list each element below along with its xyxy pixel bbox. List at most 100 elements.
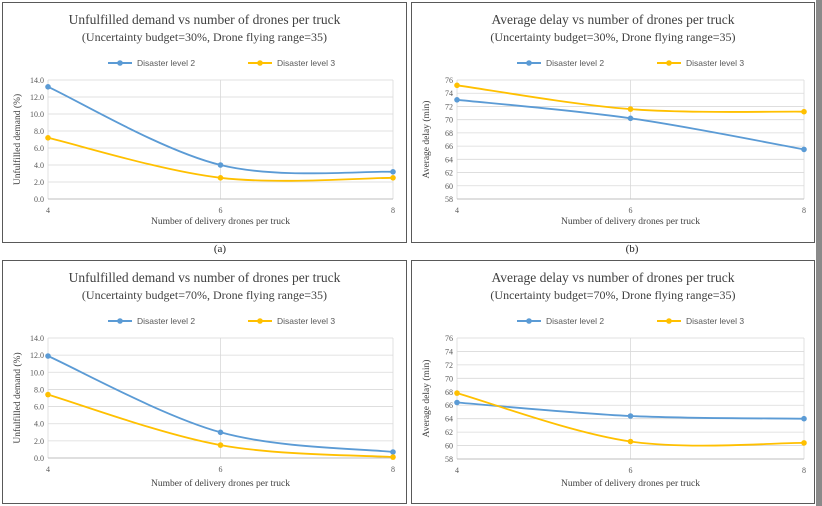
legend-label: Disaster level 3 [277,58,335,68]
x-tick-label: 8 [391,206,395,215]
data-point [217,442,224,448]
chart-subtitle: (Uncertainty budget=70%, Drone flying ra… [81,288,328,302]
x-tick-label: 6 [219,206,223,215]
y-tick-label: 68 [445,388,453,397]
chart-panel-d: Average delay vs number of drones per tr… [411,260,815,504]
data-point [217,175,224,181]
data-point [801,440,807,446]
y-tick-label: 0.0 [34,195,44,204]
y-tick-label: 74 [445,89,453,98]
y-tick-label: 58 [445,455,453,464]
y-tick-label: 62 [445,169,453,178]
y-tick-label: 74 [445,347,453,356]
chart-title: Unfulfilled demand vs number of drones p… [68,270,341,285]
x-tick-label: 6 [629,466,633,475]
legend-label: Disaster level 3 [686,316,744,326]
chart-svg: 0.0 2.0 4.0 6.0 8.0 10.0 12.0 14.0 4 6 8 Number of … [12,58,396,227]
chart-panel-c: Unfulfilled demand vs number of drones p… [2,260,407,504]
legend-label: Disaster level 2 [546,58,604,68]
chart-panel-a: Unfulfilled demand vs number of drones p… [2,2,407,243]
x-axis-title: Number of delivery drones per truck [561,216,700,227]
legend-label: Disaster level 3 [277,316,335,326]
data-point [45,135,51,141]
y-tick-label: 12.0 [30,93,44,102]
x-axis-title: Number of delivery drones per truck [151,216,290,227]
y-tick-label: 60 [445,182,453,191]
x-tick-label: 8 [391,465,395,474]
data-point [217,429,224,436]
legend-swatch-marker [666,318,672,324]
chart-subtitle: (Uncertainty budget=70%, Drone flying ra… [490,288,736,302]
chart-subtitle: (Uncertainty budget=30%, Drone flying ra… [81,30,328,44]
panel-label-a: (a) [213,243,227,255]
data-point [390,454,396,460]
legend-label: Disaster level 2 [546,316,604,326]
data-point [217,162,224,168]
y-tick-label: 12.0 [30,351,44,360]
page-edge [816,0,822,506]
data-point [454,82,460,89]
x-axis-title: Number of delivery drones per truck [561,478,700,489]
y-tick-label: 4.0 [34,161,44,170]
legend-label: Disaster level 2 [137,58,195,68]
y-axis-title: Average delay (min) [421,101,432,179]
legend-swatch-marker [257,60,263,66]
chart-title: Average delay vs number of drones per tr… [491,270,735,285]
data-point [390,449,396,455]
y-tick-label: 70 [445,116,453,125]
y-tick-label: 6.0 [34,403,44,412]
data-point [801,108,807,115]
y-tick-label: 8.0 [34,127,44,136]
y-tick-label: 66 [445,401,453,410]
data-point [454,399,460,406]
x-tick-label: 6 [629,206,633,215]
legend-label: Disaster level 2 [137,316,195,326]
x-tick-label: 8 [802,466,806,475]
x-tick-label: 4 [455,466,459,475]
y-tick-label: 76 [445,76,453,85]
y-tick-label: 14.0 [30,76,44,85]
y-tick-label: 70 [445,374,453,383]
x-tick-label: 4 [46,465,50,474]
panel-label-b: (b) [625,243,639,255]
chart-title: Unfulfilled demand vs number of drones p… [68,12,341,27]
x-tick-label: 4 [46,206,50,215]
x-axis-title: Number of delivery drones per truck [151,478,290,489]
y-tick-label: 64 [445,155,453,164]
legend-swatch-marker [257,318,263,324]
data-point [627,413,634,419]
data-point [801,415,807,422]
y-tick-label: 0.0 [34,454,44,463]
chart-svg: 0.0 2.0 4.0 6.0 8.0 10.0 12.0 14.0 4 6 8 Number of … [12,316,396,489]
y-tick-label: 72 [445,102,453,111]
data-point [627,115,634,122]
y-tick-label: 60 [445,442,453,451]
y-tick-label: 14.0 [30,334,44,343]
data-point [801,146,807,153]
data-point [45,353,51,359]
y-tick-label: 66 [445,142,453,151]
y-axis-title: Unfulfilled demand (%) [12,94,23,185]
data-point [454,390,460,396]
y-tick-label: 2.0 [34,437,44,446]
y-tick-label: 76 [445,334,453,343]
y-axis-title: Average delay (min) [421,360,432,438]
chart-subtitle: (Uncertainty budget=30%, Drone flying ra… [490,30,736,44]
y-tick-label: 64 [445,415,453,424]
data-point [627,438,634,445]
legend-swatch-marker [526,60,532,66]
chart-panel-b: Average delay vs number of drones per tr… [411,2,815,243]
y-tick-label: 10.0 [30,368,44,377]
legend-swatch-marker [526,318,532,324]
y-tick-label: 4.0 [34,420,44,429]
x-tick-label: 8 [802,206,806,215]
y-tick-label: 8.0 [34,385,44,394]
chart-title: Average delay vs number of drones per tr… [491,12,735,27]
y-tick-label: 10.0 [30,110,44,119]
data-point [45,84,51,90]
y-axis-title: Unfulfilled demand (%) [12,352,23,443]
x-tick-label: 6 [219,465,223,474]
legend-swatch-marker [666,60,672,66]
y-tick-label: 6.0 [34,144,44,153]
